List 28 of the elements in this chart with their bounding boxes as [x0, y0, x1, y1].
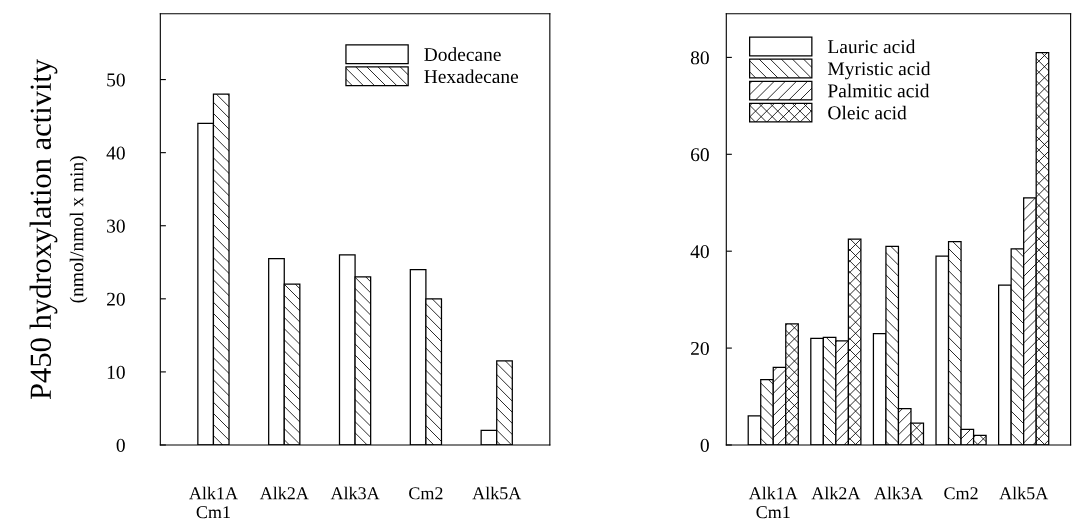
x-tick-label: Alk1A Cm1: [189, 486, 238, 519]
legend-label: Dodecane: [424, 47, 501, 62]
y-axis-title: P450 hydroxylation activity (nmol/nmol x min): [29, 58, 88, 400]
x-tick-label: Alk3A: [874, 486, 923, 500]
x-tick-label: Alk5A: [472, 486, 522, 500]
y-tick-label: 30: [107, 219, 125, 233]
x-tick-label: Alk5A: [999, 486, 1049, 500]
y-tick-label: 0: [116, 438, 125, 452]
x-tick-label: Alk2A: [259, 486, 309, 500]
y-tick-label: 0: [700, 438, 709, 452]
y-tick-label: 60: [691, 148, 709, 162]
x-tick-label: Alk3A: [330, 486, 380, 500]
x-tick-label: Cm2: [409, 487, 443, 500]
x-tick-label: Alk1A Cm1: [748, 486, 798, 519]
y-tick-label: 40: [690, 245, 709, 259]
y-tick-label: 40: [106, 146, 125, 160]
legend-label: Hexadecane: [424, 69, 519, 84]
legend-label: Palmitic acid: [827, 83, 930, 98]
legend-label: Lauric acid: [827, 39, 916, 54]
y-tick-label: 20: [691, 341, 709, 356]
x-tick-label: Cm2: [944, 487, 978, 500]
y-tick-label: 20: [107, 292, 125, 306]
x-tick-label: Alk2A: [811, 486, 861, 500]
y-tick-label: 50: [107, 73, 125, 87]
y-tick-label: 10: [107, 365, 125, 379]
y-tick-label: 80: [690, 51, 709, 65]
legend-label: Oleic acid: [828, 105, 907, 120]
legend-label: Myristic acid: [827, 61, 931, 80]
